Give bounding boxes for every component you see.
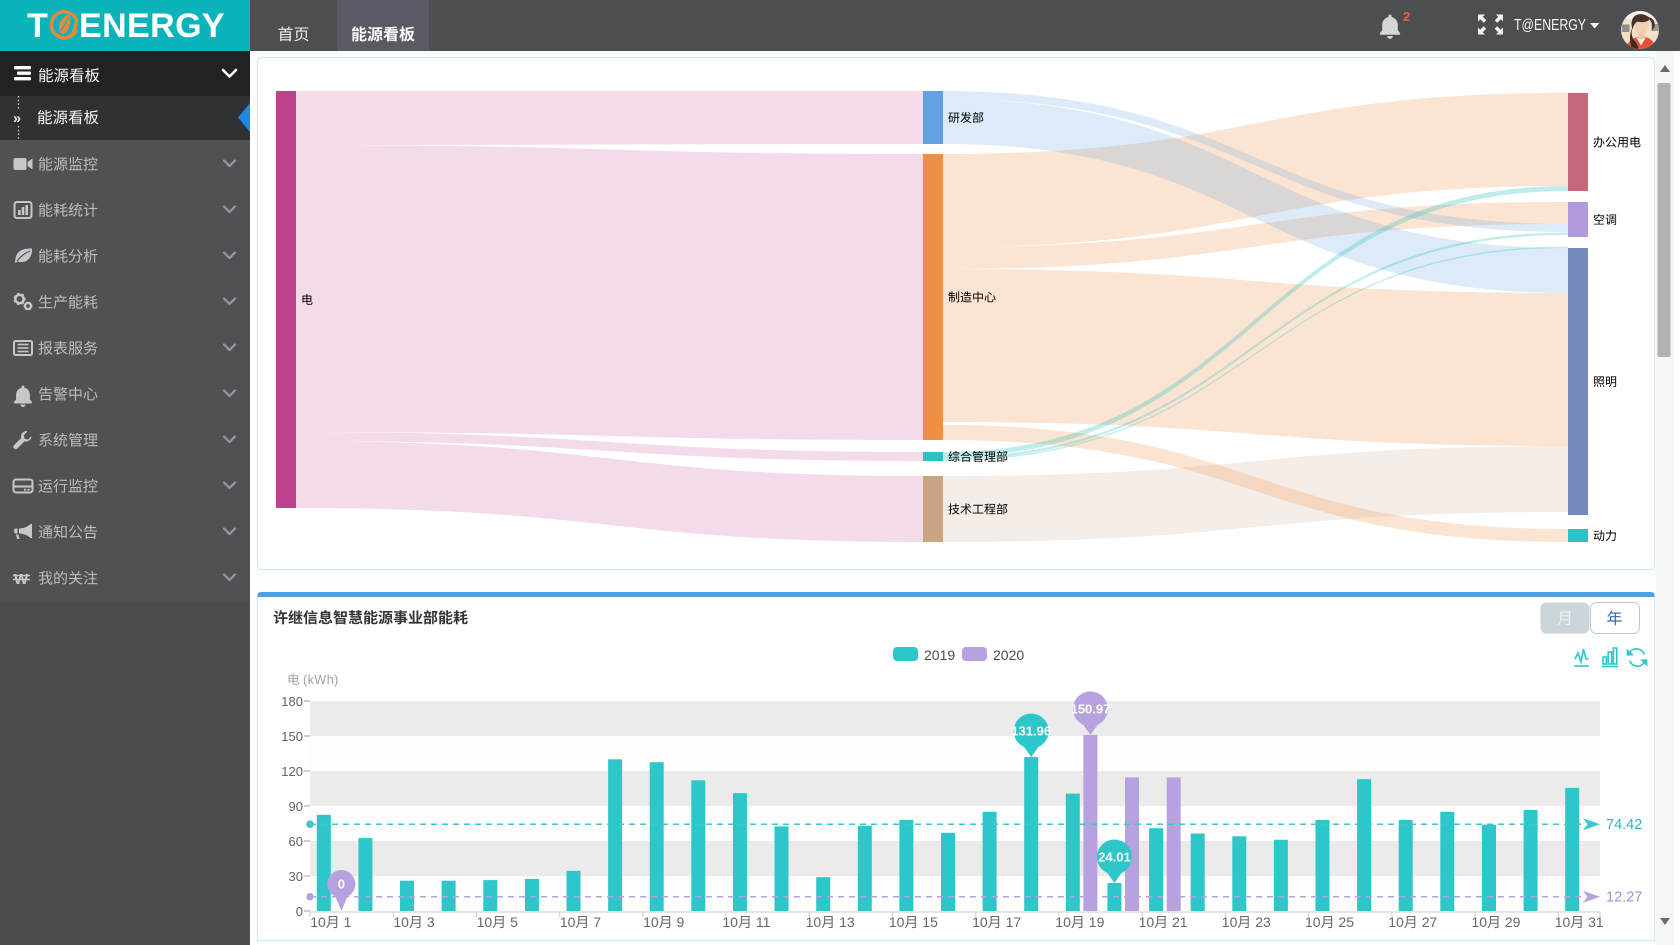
svg-text:25: 25 xyxy=(1339,914,1355,930)
svg-text:»: » xyxy=(13,111,21,127)
svg-text:0: 0 xyxy=(296,904,303,919)
svg-text:12.27: 12.27 xyxy=(1606,890,1642,906)
svg-text:11: 11 xyxy=(756,914,771,930)
svg-text:10: 10 xyxy=(1222,914,1238,930)
svg-text:7: 7 xyxy=(593,914,601,930)
svg-text:19: 19 xyxy=(1089,914,1105,930)
svg-text:131.96: 131.96 xyxy=(1011,724,1051,739)
svg-text:23: 23 xyxy=(1255,914,1271,930)
svg-text:1: 1 xyxy=(344,914,352,930)
svg-text:10: 10 xyxy=(972,914,988,930)
svg-text:2019: 2019 xyxy=(924,647,955,663)
svg-text:10: 10 xyxy=(722,914,738,930)
svg-text:10: 10 xyxy=(393,914,409,930)
svg-text:10: 10 xyxy=(1472,914,1488,930)
svg-text:10: 10 xyxy=(477,914,493,930)
svg-text:(kWh): (kWh) xyxy=(303,673,339,687)
svg-text:9: 9 xyxy=(677,914,685,930)
svg-text:74.42: 74.42 xyxy=(1606,817,1642,833)
svg-text:29: 29 xyxy=(1505,914,1521,930)
svg-text:10: 10 xyxy=(889,914,905,930)
svg-text:15: 15 xyxy=(922,914,938,930)
svg-text:10: 10 xyxy=(1388,914,1404,930)
svg-text:150.97: 150.97 xyxy=(1071,701,1111,716)
svg-text:5: 5 xyxy=(510,914,518,930)
svg-text:T: T xyxy=(27,7,48,45)
svg-text:120: 120 xyxy=(281,764,303,779)
svg-text:10: 10 xyxy=(1055,914,1071,930)
svg-text:150: 150 xyxy=(281,729,303,744)
svg-text:10: 10 xyxy=(643,914,659,930)
svg-text:17: 17 xyxy=(1006,914,1022,930)
svg-text:60: 60 xyxy=(289,834,303,849)
svg-text:2: 2 xyxy=(1403,9,1410,24)
svg-text:13: 13 xyxy=(839,914,855,930)
svg-text:10: 10 xyxy=(1555,914,1571,930)
svg-text:ENERGY: ENERGY xyxy=(79,7,225,45)
svg-text:30: 30 xyxy=(289,869,303,884)
svg-text:0: 0 xyxy=(338,877,345,892)
svg-text:24.01: 24.01 xyxy=(1098,850,1131,865)
svg-text:T@ENERGY: T@ENERGY xyxy=(1514,17,1586,34)
svg-text:27: 27 xyxy=(1422,914,1438,930)
svg-text:31: 31 xyxy=(1588,914,1604,930)
svg-text:10: 10 xyxy=(1139,914,1155,930)
svg-text:180: 180 xyxy=(281,694,303,709)
svg-text:10: 10 xyxy=(310,914,326,930)
svg-text:10: 10 xyxy=(1305,914,1321,930)
svg-text:10: 10 xyxy=(806,914,822,930)
svg-text:2020: 2020 xyxy=(993,647,1024,663)
svg-text:21: 21 xyxy=(1172,914,1188,930)
svg-text:90: 90 xyxy=(289,799,303,814)
svg-text:3: 3 xyxy=(427,914,435,930)
svg-text:10: 10 xyxy=(560,914,576,930)
